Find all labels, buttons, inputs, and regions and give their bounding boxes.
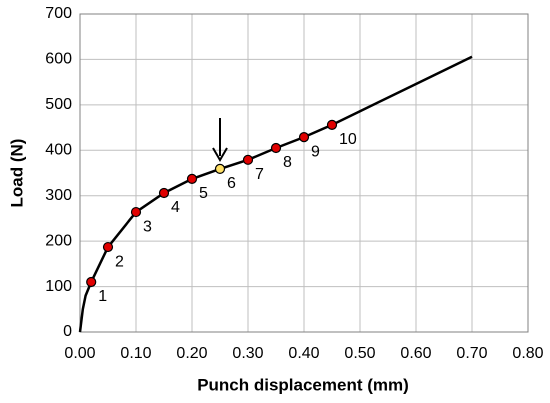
marker: [130, 206, 142, 218]
point-label: 2: [115, 253, 124, 270]
y-axis-title: Load (N): [7, 139, 26, 208]
marker: [214, 163, 226, 175]
marker: [186, 173, 198, 185]
marker: [86, 276, 97, 288]
arrow: [212, 118, 228, 162]
y-tick-label: 400: [45, 142, 72, 159]
x-tick-label: 0.20: [176, 345, 207, 362]
y-tick-label: 600: [45, 51, 72, 68]
y-tick-label: 200: [45, 232, 72, 249]
x-tick-label: 0.70: [456, 345, 487, 362]
y-tick-label: 700: [45, 5, 72, 22]
point-label: 10: [339, 131, 357, 148]
point-label: 1: [98, 288, 107, 305]
point-label: 4: [171, 199, 180, 216]
marker: [270, 142, 282, 154]
x-tick-label: 0.10: [120, 345, 151, 362]
point-label: 3: [143, 218, 152, 235]
x-tick-label: 0.60: [400, 345, 431, 362]
marker: [298, 132, 310, 143]
y-tick-label: 100: [45, 278, 72, 295]
curve: [78, 55, 473, 333]
marker: [242, 154, 254, 165]
plot-frame: [79, 13, 529, 333]
y-tick-label: 500: [45, 96, 72, 113]
marker: [102, 241, 114, 253]
x-tick-label: 0.40: [288, 345, 319, 362]
point-label: 5: [199, 185, 208, 202]
point-label: 7: [255, 166, 264, 183]
marker: [158, 187, 170, 199]
point-label: 8: [283, 154, 292, 171]
x-tick-label: 0.50: [344, 345, 375, 362]
x-axis-title: Punch displacement (mm): [197, 375, 409, 394]
x-tick-label: 0.00: [64, 345, 95, 362]
y-tick-label: 300: [45, 187, 72, 204]
x-tick-label: 0.80: [512, 345, 543, 362]
marker: [326, 119, 338, 130]
x-tick-label: 0.30: [232, 345, 263, 362]
point-label: 9: [311, 143, 320, 160]
point-label: 6: [227, 175, 236, 192]
y-tick-label: 0: [63, 323, 72, 340]
